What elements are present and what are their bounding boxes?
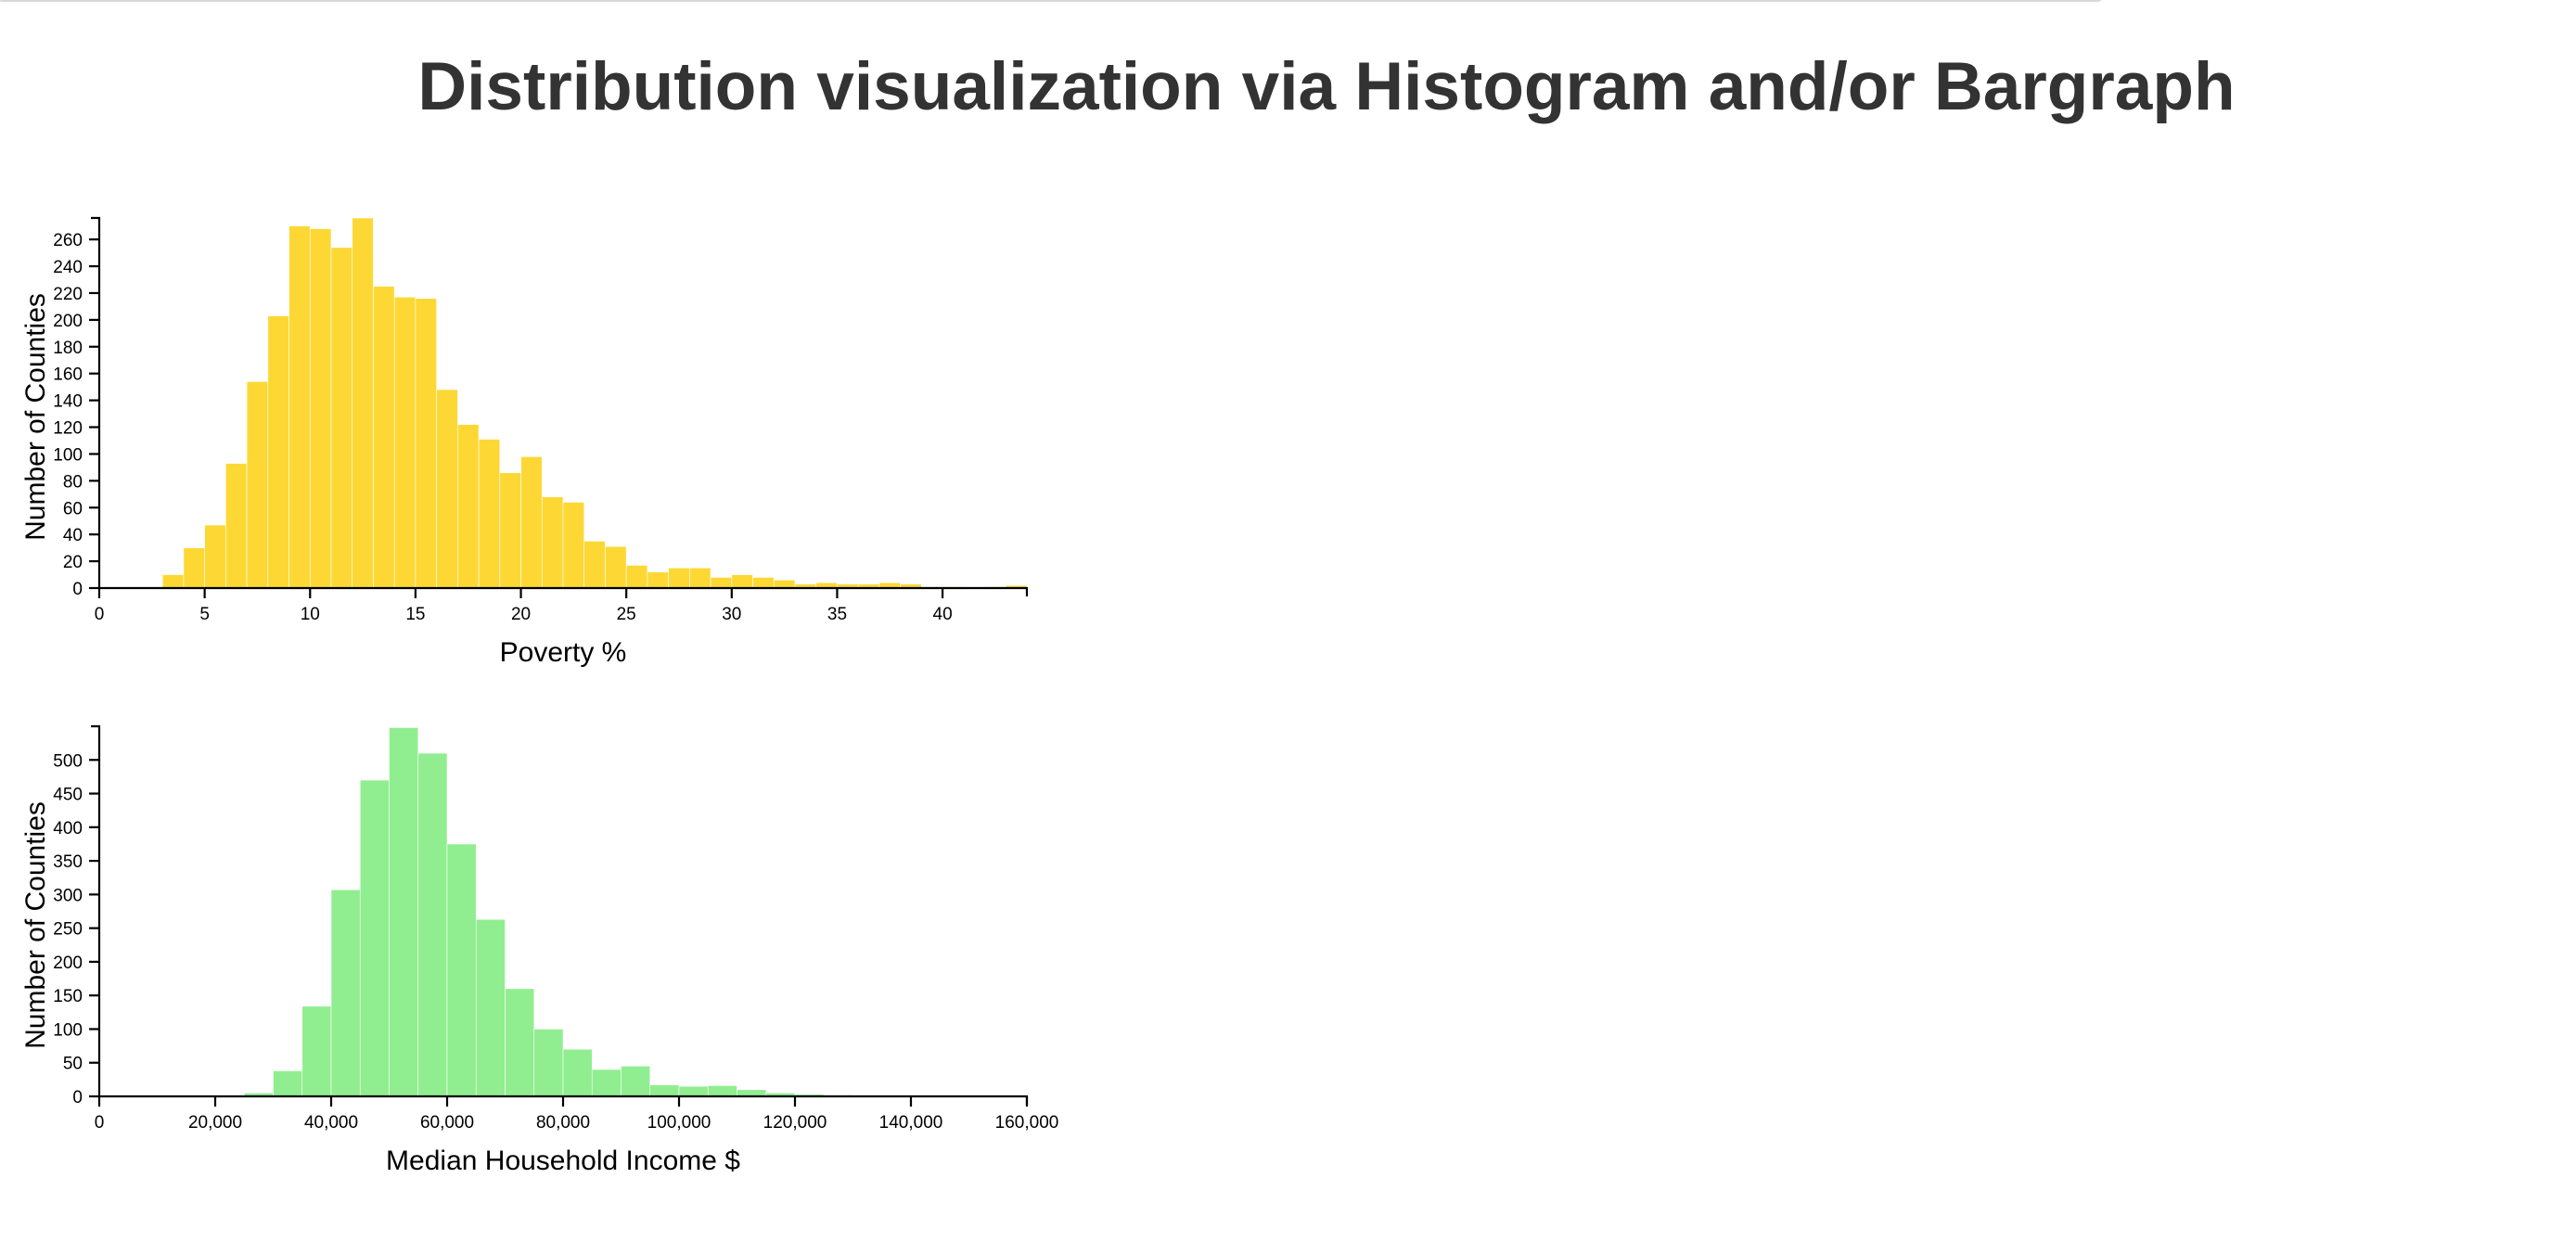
poverty-bar — [373, 286, 395, 589]
income-bar — [533, 1029, 564, 1097]
income-x-tick-label: 100,000 — [647, 1113, 711, 1133]
poverty-bar — [625, 565, 648, 589]
poverty-x-tick-label: 20 — [511, 605, 531, 624]
poverty-y-tick-label: 220 — [53, 285, 83, 304]
income-x-tick-label: 20,000 — [188, 1113, 242, 1133]
poverty-bar — [541, 496, 564, 589]
poverty-bar — [731, 574, 753, 589]
income-bar — [562, 1048, 593, 1097]
poverty-y-tick-label: 100 — [53, 445, 83, 465]
poverty-bar — [520, 456, 543, 589]
poverty-y-tick-label: 120 — [53, 419, 83, 439]
poverty-x-tick-label: 5 — [199, 605, 210, 624]
poverty-y-tick-label: 180 — [53, 339, 83, 358]
poverty-bar — [204, 524, 226, 589]
poverty-bar — [246, 381, 269, 589]
income-bar — [389, 727, 419, 1097]
income-bar — [330, 889, 361, 1097]
poverty-bar — [309, 228, 332, 589]
income-bar — [649, 1084, 680, 1097]
poverty-y-tick-label: 140 — [53, 392, 83, 412]
poverty-bar — [457, 424, 480, 589]
poverty-histogram: 0 20 40 60 80 100 120 140 160 180 200 220 240 260 0 5 10… — [20, 216, 1029, 668]
poverty-bar — [288, 225, 311, 589]
income-x-tick-label: 40,000 — [304, 1113, 358, 1133]
income-y-tick-label: 150 — [53, 987, 83, 1006]
poverty-bar — [752, 577, 775, 589]
income-y-tick-label: 400 — [53, 819, 83, 839]
poverty-bar — [267, 315, 289, 589]
poverty-bar — [225, 463, 248, 589]
poverty-bar — [393, 296, 417, 589]
income-x-axis-title: Median Household Income $ — [386, 1146, 740, 1176]
income-bar — [505, 988, 535, 1097]
poverty-bar — [668, 568, 690, 589]
poverty-bar — [330, 247, 353, 589]
income-bar — [417, 752, 448, 1097]
income-bar — [301, 1005, 332, 1097]
poverty-bar — [710, 577, 733, 589]
income-y-tick-label: 100 — [53, 1020, 83, 1040]
poverty-x-tick-label: 30 — [722, 605, 741, 624]
poverty-y-tick-label: 240 — [53, 258, 83, 277]
poverty-bar — [499, 472, 521, 589]
poverty-bar — [161, 574, 185, 589]
income-x-tick-label: 160,000 — [995, 1113, 1059, 1133]
poverty-y-tick-label: 80 — [63, 472, 83, 492]
poverty-bar — [562, 502, 585, 589]
poverty-y-tick-label: 260 — [53, 231, 83, 250]
income-bar — [591, 1069, 622, 1097]
poverty-bar — [478, 439, 501, 589]
poverty-bar — [183, 547, 205, 589]
poverty-bar — [647, 571, 669, 589]
poverty-bar — [352, 217, 374, 589]
income-histogram: 0 50 100 150 200 250 300 350 400 450 500 0 20,000 40,… — [20, 724, 1059, 1176]
poverty-y-tick-label: 40 — [63, 526, 83, 545]
poverty-x-tick-label: 35 — [827, 605, 847, 624]
poverty-bar — [605, 545, 627, 589]
income-x-tick-label: 80,000 — [536, 1113, 590, 1133]
poverty-y-tick-label: 60 — [63, 499, 83, 519]
income-y-tick-label: 300 — [53, 886, 83, 905]
income-bar — [621, 1066, 651, 1097]
income-x-tick-label: 0 — [95, 1113, 105, 1133]
income-bar — [273, 1070, 303, 1097]
income-y-axis-title: Number of Counties — [20, 801, 51, 1049]
poverty-x-tick-label: 40 — [933, 605, 953, 624]
poverty-bar — [436, 389, 458, 589]
page-title: Distribution visualization via Histogram… — [417, 49, 2236, 124]
poverty-y-tick-label: 200 — [53, 312, 83, 331]
poverty-y-tick-label: 160 — [53, 365, 83, 385]
income-y-tick-label: 350 — [53, 852, 83, 872]
poverty-bar — [773, 580, 796, 589]
poverty-x-tick-label: 0 — [95, 605, 105, 624]
income-bar — [359, 779, 390, 1097]
poverty-bar — [415, 298, 437, 589]
income-y-tick-label: 500 — [53, 751, 83, 771]
income-y-tick-label: 450 — [53, 786, 83, 805]
poverty-bar — [583, 541, 606, 589]
poverty-x-tick-label: 15 — [405, 605, 425, 624]
poverty-x-tick-label: 25 — [617, 605, 636, 624]
income-bar — [707, 1085, 737, 1097]
poverty-y-tick-label: 20 — [63, 553, 83, 572]
poverty-x-axis-title: Poverty % — [500, 637, 627, 668]
income-y-tick-label: 250 — [53, 920, 83, 940]
poverty-y-tick-label: 0 — [72, 580, 83, 599]
income-bar — [446, 843, 477, 1097]
poverty-y-axis-title: Number of Counties — [20, 293, 51, 541]
income-x-tick-label: 140,000 — [879, 1113, 943, 1133]
income-x-tick-label: 120,000 — [763, 1113, 827, 1133]
income-y-tick-label: 0 — [72, 1088, 83, 1108]
income-y-tick-label: 50 — [63, 1055, 83, 1074]
poverty-bar — [689, 568, 711, 589]
income-bar — [678, 1085, 709, 1097]
poverty-x-tick-label: 10 — [301, 605, 320, 624]
income-y-tick-label: 200 — [53, 954, 83, 973]
top-frame-bar — [0, 0, 2104, 2]
income-bar — [475, 918, 506, 1097]
income-x-tick-label: 60,000 — [420, 1113, 474, 1133]
